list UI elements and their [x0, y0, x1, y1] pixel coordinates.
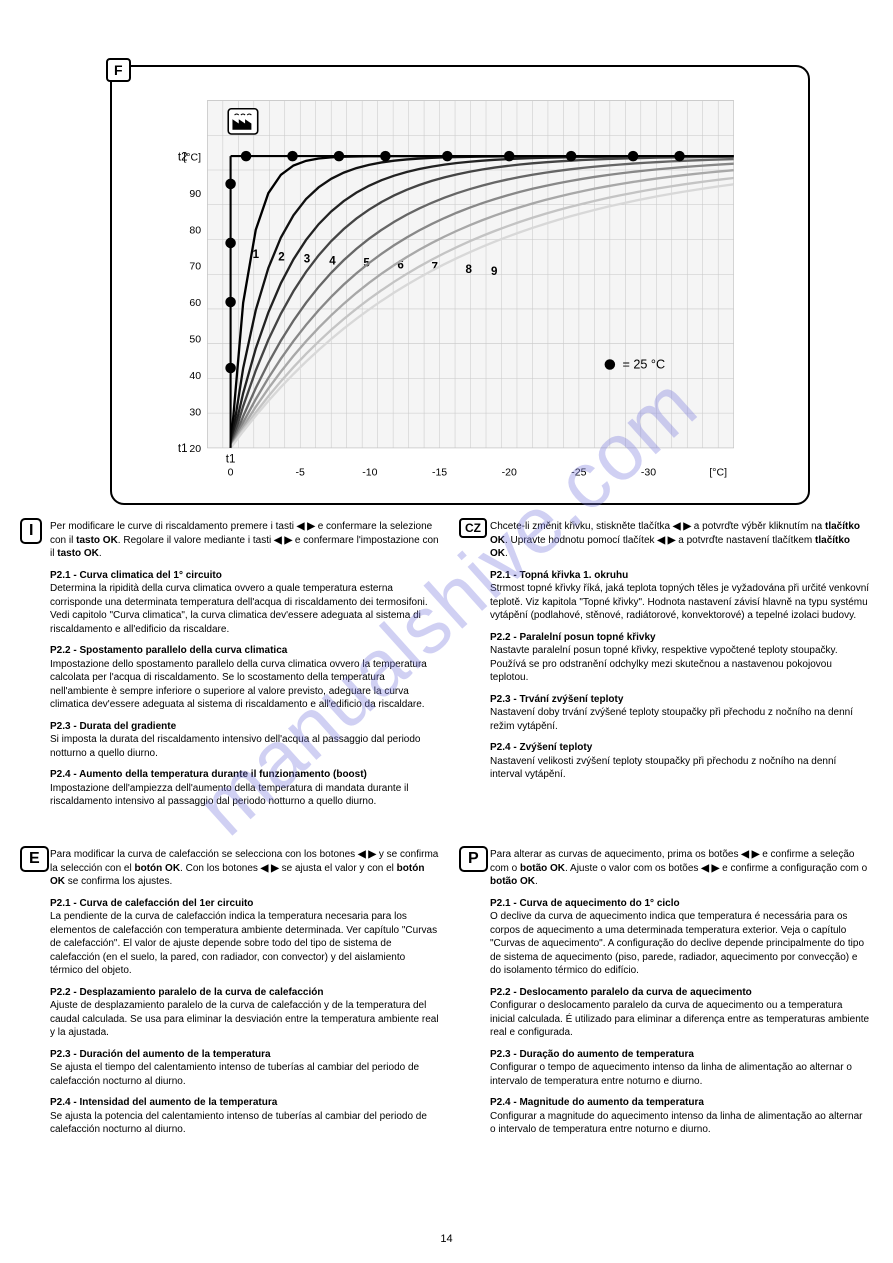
svg-text:0: 0 [228, 466, 234, 478]
svg-text:-25: -25 [571, 466, 586, 478]
cz-p23: P2.3 - Trvání zvýšení teplotyNastavení d… [490, 693, 870, 734]
lang-badge-pt: P [459, 846, 488, 872]
heating-curve-chart: 123456789= 25 °Ct1t2t10-5-10-15-20-25-30… [140, 90, 780, 490]
it-p23: P2.3 - Durata del gradienteSi imposta la… [50, 720, 440, 761]
es-p21: P2.1 - Curva de calefacción del 1er circ… [50, 897, 440, 978]
svg-text:3: 3 [304, 253, 311, 265]
svg-text:= 25 °C: = 25 °C [622, 358, 665, 372]
svg-text:-10: -10 [362, 466, 377, 478]
pt-p22: P2.2 - Deslocamento paralelo da curva de… [490, 986, 870, 1040]
svg-text:70: 70 [189, 261, 201, 273]
svg-text:2: 2 [278, 251, 284, 263]
column-es: Para modificar la curva de calefacción s… [50, 848, 440, 1145]
lang-badge-cz: CZ [459, 518, 487, 538]
es-p24: P2.4 - Intensidad del aumento de la temp… [50, 1096, 440, 1137]
svg-text:50: 50 [189, 334, 201, 346]
figure-f-badge: F [106, 58, 131, 82]
svg-text:t1: t1 [178, 443, 188, 455]
page-number: 14 [440, 1233, 452, 1245]
svg-text:[°C]: [°C] [709, 466, 727, 478]
svg-text:-20: -20 [502, 466, 517, 478]
cz-intro: Chcete-li změnit křivku, stiskněte tlačí… [490, 520, 870, 561]
column-it: Per modificare le curve di riscaldamento… [50, 520, 440, 817]
it-intro: Per modificare le curve di riscaldamento… [50, 520, 440, 561]
lang-badge-es: E [20, 846, 49, 872]
svg-text:1: 1 [253, 249, 260, 261]
lang-badge-it: I [20, 518, 42, 544]
es-p22: P2.2 - Desplazamiento paralelo de la cur… [50, 986, 440, 1040]
column-cz: Chcete-li změnit křivku, stiskněte tlačí… [490, 520, 870, 790]
svg-text:40: 40 [189, 370, 201, 382]
svg-text:-5: -5 [296, 466, 306, 478]
svg-text:8: 8 [466, 264, 473, 276]
svg-text:4: 4 [329, 255, 336, 267]
cz-p24: P2.4 - Zvýšení teplotyNastavení velikost… [490, 741, 870, 782]
cz-p21: P2.1 - Topná křivka 1. okruhuStrmost top… [490, 569, 870, 623]
svg-text:90: 90 [189, 188, 201, 200]
pt-intro: Para alterar as curvas de aquecimento, p… [490, 848, 870, 889]
svg-text:20: 20 [189, 443, 201, 455]
cz-p22: P2.2 - Paralelní posun topné křivkyNasta… [490, 631, 870, 685]
pt-p23: P2.3 - Duração do aumento de temperatura… [490, 1048, 870, 1089]
svg-text:[°C]: [°C] [183, 151, 201, 163]
svg-text:30: 30 [189, 407, 201, 419]
svg-text:-15: -15 [432, 466, 447, 478]
column-pt: Para alterar as curvas de aquecimento, p… [490, 848, 870, 1145]
es-p23: P2.3 - Duración del aumento de la temper… [50, 1048, 440, 1089]
pt-p21: P2.1 - Curva de aquecimento do 1° cicloO… [490, 897, 870, 978]
svg-text:9: 9 [491, 266, 497, 278]
it-p24: P2.4 - Aumento della temperatura durante… [50, 768, 440, 809]
es-intro: Para modificar la curva de calefacción s… [50, 848, 440, 889]
svg-text:t1: t1 [226, 454, 236, 466]
it-p21: P2.1 - Curva climatica del 1° circuitoDe… [50, 569, 440, 637]
svg-text:-30: -30 [641, 466, 656, 478]
it-p22: P2.2 - Spostamento parallelo della curva… [50, 644, 440, 712]
svg-text:80: 80 [189, 224, 201, 236]
svg-text:60: 60 [189, 297, 201, 309]
pt-p24: P2.4 - Magnitude do aumento da temperatu… [490, 1096, 870, 1137]
